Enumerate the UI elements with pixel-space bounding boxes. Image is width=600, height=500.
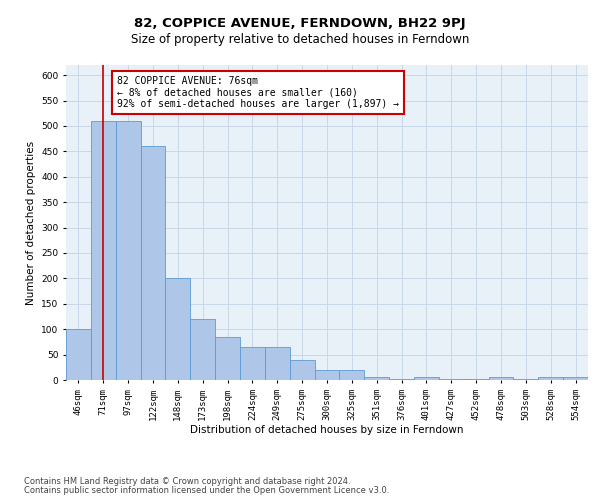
Bar bbox=[265, 347, 290, 380]
Bar bbox=[464, 379, 488, 380]
Bar bbox=[140, 146, 166, 380]
Bar bbox=[166, 278, 190, 380]
Bar bbox=[340, 370, 364, 380]
Text: 82, COPPICE AVENUE, FERNDOWN, BH22 9PJ: 82, COPPICE AVENUE, FERNDOWN, BH22 9PJ bbox=[134, 18, 466, 30]
Bar bbox=[364, 378, 389, 380]
Bar bbox=[514, 379, 538, 380]
Bar bbox=[538, 378, 563, 380]
Bar bbox=[314, 370, 340, 380]
Bar bbox=[389, 379, 414, 380]
X-axis label: Distribution of detached houses by size in Ferndown: Distribution of detached houses by size … bbox=[190, 426, 464, 436]
Text: Size of property relative to detached houses in Ferndown: Size of property relative to detached ho… bbox=[131, 32, 469, 46]
Bar bbox=[91, 121, 116, 380]
Bar bbox=[563, 378, 588, 380]
Text: Contains public sector information licensed under the Open Government Licence v3: Contains public sector information licen… bbox=[24, 486, 389, 495]
Bar bbox=[414, 378, 439, 380]
Text: Contains HM Land Registry data © Crown copyright and database right 2024.: Contains HM Land Registry data © Crown c… bbox=[24, 477, 350, 486]
Bar bbox=[116, 121, 140, 380]
Text: 82 COPPICE AVENUE: 76sqm
← 8% of detached houses are smaller (160)
92% of semi-d: 82 COPPICE AVENUE: 76sqm ← 8% of detache… bbox=[117, 76, 399, 110]
Bar bbox=[66, 329, 91, 380]
Bar bbox=[439, 379, 464, 380]
Bar bbox=[290, 360, 314, 380]
Bar bbox=[488, 378, 514, 380]
Bar bbox=[190, 319, 215, 380]
Bar bbox=[215, 337, 240, 380]
Y-axis label: Number of detached properties: Number of detached properties bbox=[26, 140, 35, 304]
Bar bbox=[240, 347, 265, 380]
